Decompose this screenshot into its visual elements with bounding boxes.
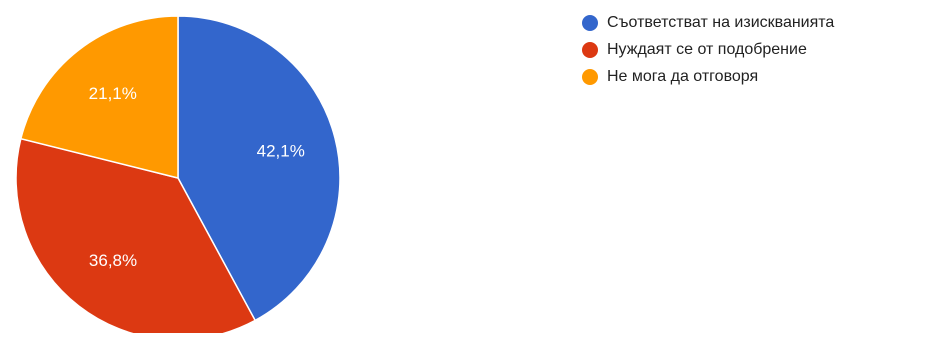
slice-percent-label: 36,8% bbox=[89, 251, 137, 270]
legend-color-swatch bbox=[582, 42, 598, 58]
legend-color-swatch bbox=[582, 15, 598, 31]
legend-label: Съответстват на изискванията bbox=[607, 14, 834, 32]
legend-item[interactable]: Не мога да отговоря bbox=[582, 65, 834, 88]
legend-color-swatch bbox=[582, 69, 598, 85]
chart-legend: Съответстват на изискванията Нуждаят се о… bbox=[582, 11, 834, 92]
legend-item[interactable]: Съответстват на изискванията bbox=[582, 11, 834, 34]
legend-label: Нуждаят се от подобрение bbox=[607, 41, 807, 59]
legend-label: Не мога да отговоря bbox=[607, 68, 758, 86]
slice-percent-label: 42,1% bbox=[257, 141, 305, 160]
legend-item[interactable]: Нуждаят се от подобрение bbox=[582, 38, 834, 61]
slice-percent-label: 21,1% bbox=[89, 84, 137, 103]
